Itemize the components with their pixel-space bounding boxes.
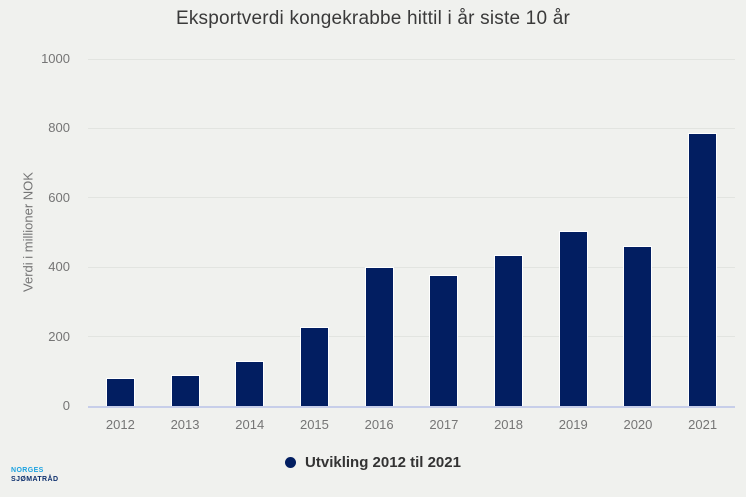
- norges-sjomatrad-logo: NORGES SJØMATRÅD: [11, 466, 58, 484]
- x-axis-label-2021: 2021: [688, 417, 718, 432]
- y-axis-tick-label-800: 800: [48, 120, 70, 136]
- bar-2021[interactable]: [688, 132, 718, 406]
- x-axis-label-2016: 2016: [364, 417, 394, 432]
- x-axis-label-2017: 2017: [429, 417, 459, 432]
- x-axis-label-2020: 2020: [623, 417, 653, 432]
- gridline-1000: [88, 58, 735, 60]
- bar-2018[interactable]: [494, 254, 524, 406]
- bar-2020[interactable]: [623, 246, 653, 406]
- bar-2014[interactable]: [235, 360, 265, 406]
- x-axis-label-2012: 2012: [105, 417, 135, 432]
- bar-2016[interactable]: [364, 266, 394, 406]
- gridline-800: [88, 127, 735, 129]
- x-axis-label-2014: 2014: [235, 417, 265, 432]
- bar-2012[interactable]: [105, 378, 135, 406]
- gridline-400: [88, 266, 735, 268]
- legend-item[interactable]: Utvikling 2012 til 2021: [0, 452, 746, 473]
- chart-title: Eksportverdi kongekrabbe hittil i år sis…: [175, 8, 570, 29]
- plot-area: [88, 58, 735, 408]
- y-axis-tick-label-200: 200: [48, 328, 70, 344]
- bar-2017[interactable]: [429, 274, 459, 406]
- bar-2013[interactable]: [170, 374, 200, 406]
- y-axis-tick-label-400: 400: [48, 259, 70, 275]
- logo-text-sjomatrad: SJØMATRÅD: [11, 476, 59, 483]
- bar-2015[interactable]: [299, 327, 329, 406]
- y-axis-tick-label-0: 0: [62, 398, 70, 413]
- x-axis-label-2019: 2019: [558, 417, 588, 432]
- gridline-600: [88, 197, 735, 199]
- bar-2019[interactable]: [558, 231, 588, 406]
- y-axis-tick-label-1000: 1000: [41, 51, 70, 66]
- legend-label: Utvikling 2012 til 2021: [305, 454, 461, 471]
- x-axis-label-2013: 2013: [170, 417, 200, 432]
- y-axis-tick-label-600: 600: [48, 189, 70, 205]
- logo-text-norges: NORGES: [11, 467, 44, 474]
- gridline-200: [88, 336, 735, 338]
- x-axis-label-2018: 2018: [494, 417, 523, 432]
- x-axis-label-2015: 2015: [299, 417, 329, 432]
- legend-series-marker-icon: [285, 457, 297, 468]
